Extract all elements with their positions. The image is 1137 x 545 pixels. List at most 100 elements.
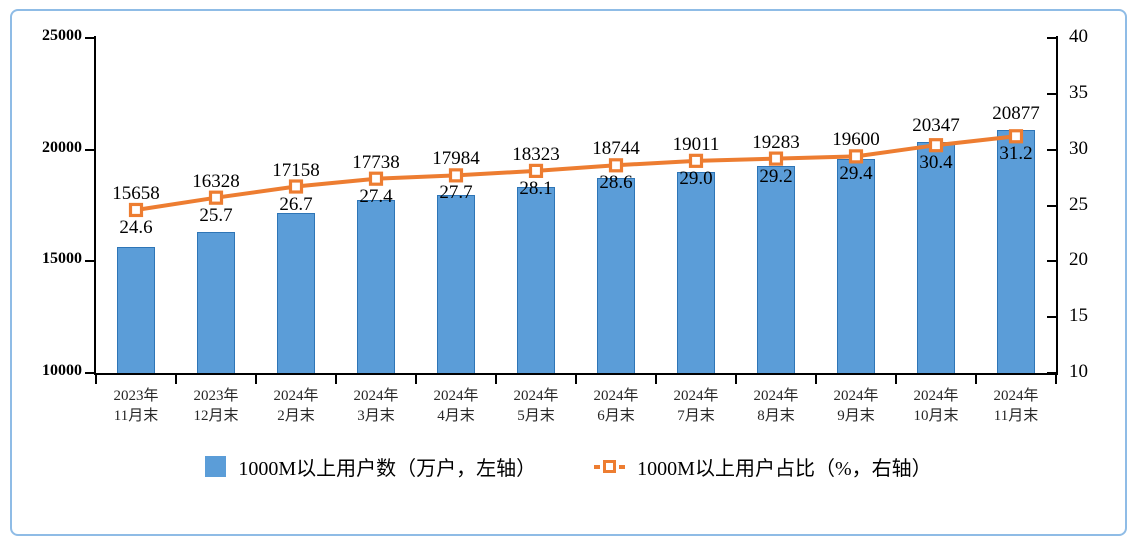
x-axis-tick bbox=[815, 375, 817, 384]
right-axis-tick bbox=[1047, 204, 1056, 207]
left-axis-tick-label: 15000 bbox=[42, 250, 82, 268]
right-axis-tick-label: 25 bbox=[1069, 193, 1088, 215]
x-axis-category-label: 2024年 4月末 bbox=[433, 388, 479, 425]
right-axis-tick bbox=[1047, 316, 1056, 319]
line-percent-label: 28.6 bbox=[599, 172, 633, 194]
bar-value-label: 17158 bbox=[272, 159, 320, 181]
x-axis-tick bbox=[495, 375, 497, 384]
bar-value-label: 20877 bbox=[992, 103, 1040, 125]
bar-value-label: 16328 bbox=[192, 170, 240, 192]
bar-value-label: 19011 bbox=[672, 133, 720, 155]
x-axis-tick bbox=[735, 375, 737, 384]
x-axis-tick bbox=[255, 375, 257, 384]
left-axis-tick bbox=[85, 372, 94, 374]
bar bbox=[357, 200, 395, 373]
x-axis-tick bbox=[335, 375, 337, 384]
left-axis-tick bbox=[85, 37, 94, 39]
line-marker-icon bbox=[768, 151, 784, 166]
left-axis-tick bbox=[85, 148, 94, 151]
x-axis-tick bbox=[895, 375, 897, 384]
bar-value-label: 19283 bbox=[752, 131, 800, 153]
bar bbox=[597, 177, 635, 373]
line-percent-label: 24.6 bbox=[119, 216, 153, 238]
bar-value-label: 17738 bbox=[352, 151, 400, 173]
x-axis-tick bbox=[1055, 375, 1057, 384]
bar bbox=[997, 130, 1035, 373]
x-axis-tick bbox=[175, 375, 177, 384]
x-axis-category-label: 2024年 5月末 bbox=[513, 388, 559, 425]
line-marker-icon bbox=[128, 202, 144, 218]
bar-series-legend-label: 1000M以上用户数（万户，左轴） bbox=[238, 458, 537, 480]
bar bbox=[277, 213, 315, 373]
left-axis-tick-label: 10000 bbox=[42, 362, 82, 379]
x-axis-category-label: 2023年 12月末 bbox=[193, 388, 239, 425]
bar bbox=[517, 187, 555, 373]
right-axis-tick bbox=[1047, 260, 1056, 263]
line-marker-icon bbox=[528, 163, 544, 178]
legend-item-bar-series[interactable]: 1000M以上用户数（万户，左轴） bbox=[205, 452, 536, 481]
line-marker-icon bbox=[208, 190, 224, 205]
line-percent-label: 25.7 bbox=[199, 204, 233, 226]
line-percent-label: 27.4 bbox=[359, 185, 393, 207]
line-percent-label: 31.2 bbox=[999, 143, 1033, 165]
bar-value-label: 18323 bbox=[512, 143, 560, 165]
right-axis-tick bbox=[1047, 372, 1056, 374]
right-axis-tick-label: 35 bbox=[1069, 81, 1088, 103]
bar-value-label: 18744 bbox=[592, 138, 640, 160]
x-axis-category-label: 2024年 10月末 bbox=[913, 388, 959, 425]
bar-value-label: 15658 bbox=[112, 182, 160, 204]
legend-item-line-series[interactable]: 1000M以上用户占比（%，右轴） bbox=[594, 452, 932, 481]
x-axis-tick bbox=[655, 375, 657, 384]
x-axis-tick bbox=[415, 375, 417, 384]
line-series-marker-icon bbox=[594, 460, 626, 473]
x-axis-category-label: 2024年 3月末 bbox=[353, 388, 399, 425]
x-axis-category-label: 2024年 6月末 bbox=[593, 388, 639, 425]
left-axis-tick bbox=[85, 260, 94, 263]
line-percent-label: 29.2 bbox=[759, 165, 793, 187]
line-marker-icon bbox=[448, 168, 464, 183]
line-percent-label: 29.0 bbox=[679, 167, 713, 189]
bar bbox=[197, 231, 235, 373]
bar bbox=[677, 171, 715, 373]
line-marker-icon bbox=[368, 171, 384, 186]
right-axis-tick-label: 40 bbox=[1069, 26, 1088, 47]
line-marker-icon bbox=[608, 158, 624, 173]
x-axis-line bbox=[94, 373, 1058, 375]
x-axis-category-label: 2024年 2月末 bbox=[273, 388, 319, 425]
chart-legend: 1000M以上用户数（万户，左轴） 1000M以上用户占比（%，右轴） bbox=[0, 452, 1137, 481]
y-axis-left-line bbox=[94, 36, 96, 375]
bar bbox=[117, 246, 155, 373]
line-marker-icon bbox=[288, 179, 304, 194]
right-axis-tick-label: 30 bbox=[1069, 137, 1088, 159]
x-axis-category-label: 2024年 8月末 bbox=[753, 388, 799, 425]
bar-value-label: 19600 bbox=[832, 129, 880, 151]
bar bbox=[917, 141, 955, 373]
bar-value-label: 17984 bbox=[432, 148, 480, 170]
line-marker-icon bbox=[688, 153, 704, 168]
line-percent-label: 30.4 bbox=[919, 152, 953, 174]
line-percent-label: 29.4 bbox=[839, 163, 873, 185]
line-percent-label: 27.7 bbox=[439, 182, 473, 204]
x-axis-category-label: 2024年 7月末 bbox=[673, 388, 719, 425]
left-axis-tick-label: 25000 bbox=[42, 27, 82, 44]
line-percent-label: 26.7 bbox=[279, 193, 313, 215]
right-axis-tick bbox=[1047, 92, 1056, 95]
y-axis-right-line bbox=[1056, 36, 1058, 375]
x-axis-tick bbox=[95, 375, 97, 384]
right-axis-tick-label: 10 bbox=[1069, 361, 1088, 382]
right-axis-tick-label: 15 bbox=[1069, 305, 1088, 327]
bar-value-label: 20347 bbox=[912, 114, 960, 136]
x-axis-category-label: 2024年 11月末 bbox=[993, 388, 1039, 425]
x-axis-tick bbox=[975, 375, 977, 384]
bar bbox=[757, 165, 795, 373]
bar-series-swatch-icon bbox=[205, 456, 227, 477]
bar bbox=[837, 158, 875, 373]
right-axis-tick-label: 20 bbox=[1069, 249, 1088, 271]
x-axis-category-label: 2023年 11月末 bbox=[113, 388, 159, 425]
bar bbox=[437, 194, 475, 373]
line-percent-label: 28.1 bbox=[519, 177, 553, 199]
right-axis-tick bbox=[1047, 148, 1056, 151]
x-axis-category-label: 2024年 9月末 bbox=[833, 388, 879, 425]
left-axis-tick-label: 20000 bbox=[42, 138, 82, 156]
line-series-legend-label: 1000M以上用户占比（%，右轴） bbox=[637, 458, 932, 480]
